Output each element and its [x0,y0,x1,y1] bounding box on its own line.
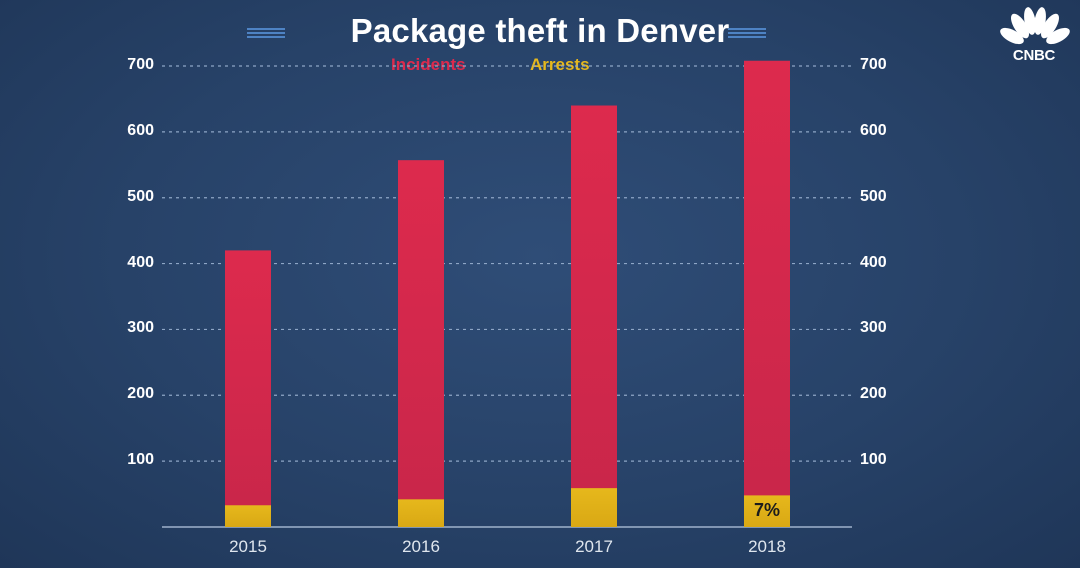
y-tick-label-left: 100 [127,451,154,469]
y-tick-label-right: 700 [860,56,887,73]
incidents-bar-2016 [398,160,444,527]
arrest-rate-annotation: 7% [753,500,780,521]
x-tick-label: 2018 [748,537,786,556]
y-tick-label-left: 700 [127,56,154,73]
legend-arrests: Arrests [530,55,590,74]
x-tick-label: 2017 [575,537,613,556]
arrests-bar-2018 [744,495,790,527]
title-decoration-right [728,28,766,38]
y-tick-label-left: 600 [127,121,154,139]
cnbc-logo: CNBC [994,6,1074,66]
arrests-bar-2015 [225,505,271,527]
incidents-bar-2015 [225,250,271,527]
logo-text: CNBC [1012,47,1056,64]
y-tick-label-left: 500 [127,187,154,205]
y-tick-label-right: 400 [860,253,887,271]
peacock-icon [1000,7,1070,45]
y-tick-label-right: 200 [860,385,887,403]
chart-title: Package theft in Denver [350,12,730,49]
y-tick-label-left: 400 [127,253,154,271]
y-tick-label-left: 200 [127,385,154,403]
legend-incidents: Incidents [391,55,466,74]
arrests-bar-2017 [571,488,617,527]
x-tick-label: 2015 [229,537,267,556]
y-tick-label-right: 600 [860,121,887,139]
y-tick-label-right: 500 [860,187,887,205]
incidents-bar-2017 [571,105,617,527]
arrests-bar-2016 [398,499,444,527]
y-tick-label-left: 300 [127,319,154,337]
incidents-bar-2018 [744,60,790,527]
x-tick-label: 2016 [402,537,440,556]
title-decoration-left [247,28,285,38]
y-tick-label-right: 100 [860,451,887,469]
y-tick-label-right: 300 [860,319,887,337]
